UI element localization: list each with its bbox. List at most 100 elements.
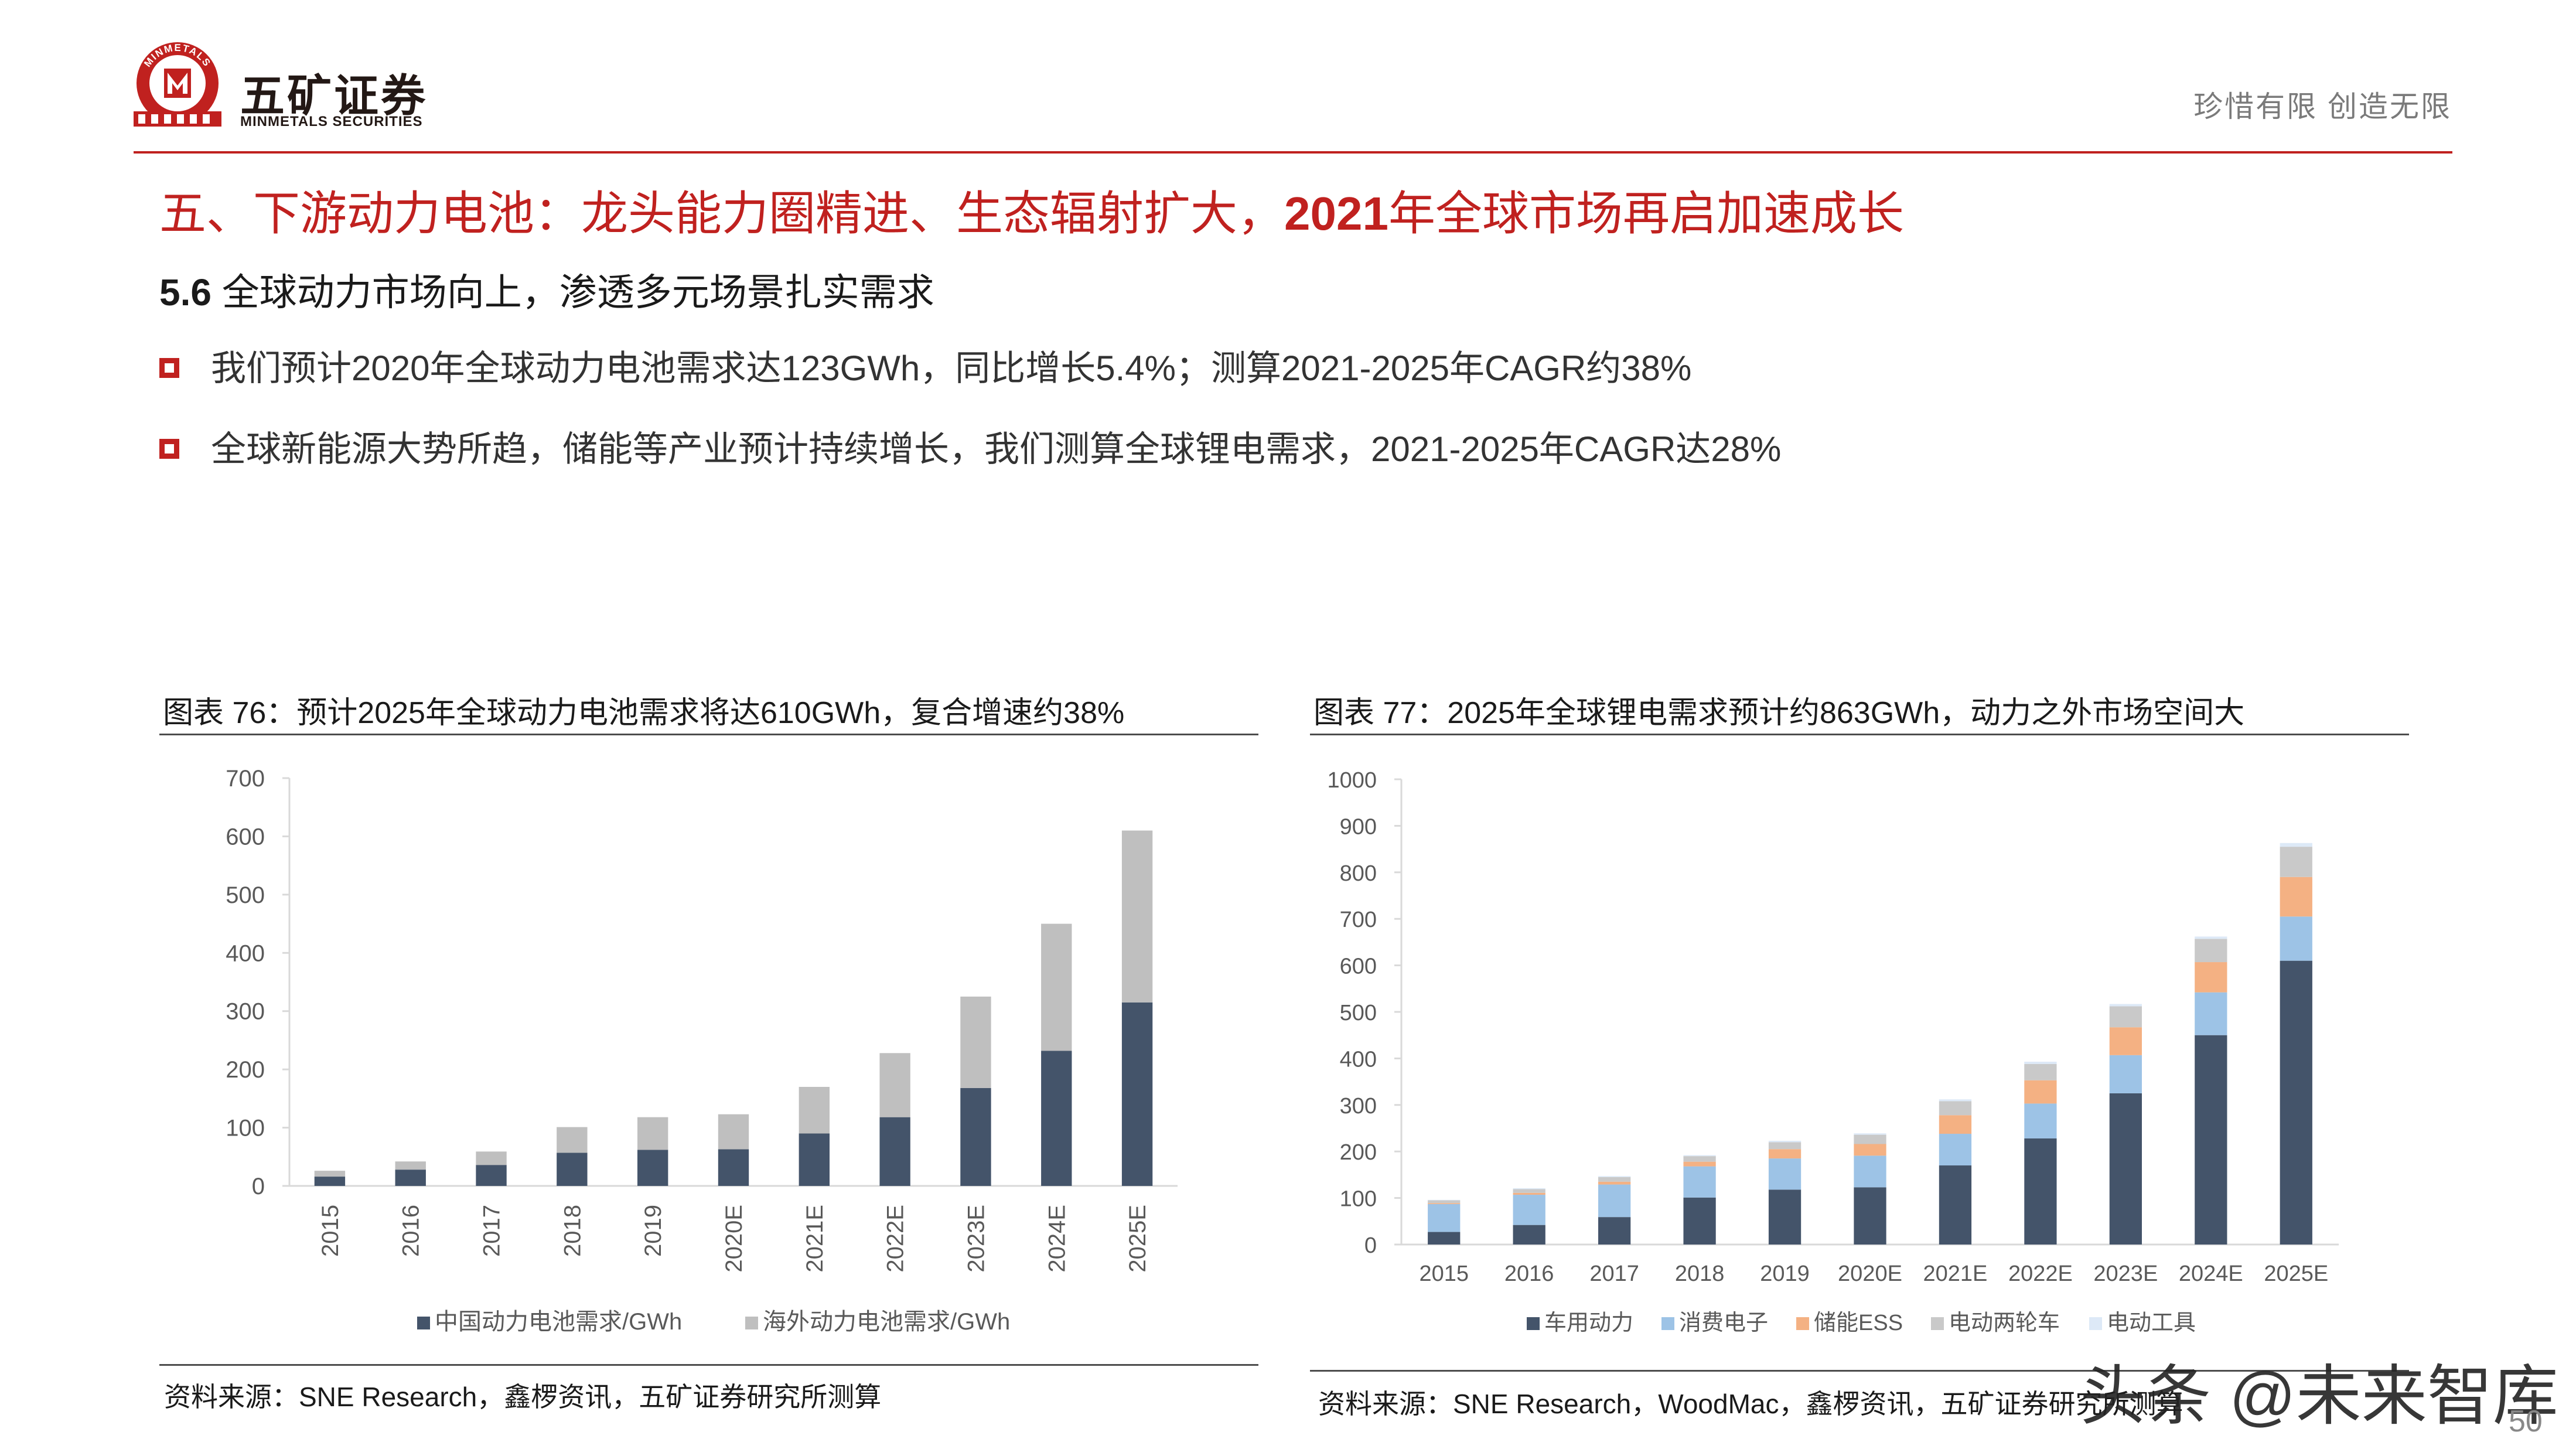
legend-swatch (1661, 1317, 1674, 1330)
x-tick-label: 2018 (559, 1205, 585, 1257)
y-tick-label: 800 (1340, 861, 1377, 886)
bar-2016-series-1 (1513, 1195, 1545, 1225)
section-title: 5.6 全球动力市场向上，渗透多元场景扎实需求 (159, 262, 934, 316)
page-number: 50 (2509, 1404, 2543, 1438)
bar-2015-series-3 (1428, 1200, 1461, 1203)
bar-2019-series-1 (1768, 1158, 1802, 1190)
bar-2017-series-3 (1598, 1177, 1631, 1182)
legend-label: 车用动力 (1544, 1311, 1633, 1335)
chart-76-title: 图表 76：预计2025年全球动力电池需求将达610GWh，复合增速约38% (163, 696, 1125, 730)
x-tick-label: 2015 (318, 1205, 343, 1257)
bullet-item: 全球新能源大势所趋，储能等产业预计持续增长，我们测算全球锂电需求，2021-20… (159, 421, 1781, 472)
bullet-square-icon (159, 439, 179, 459)
x-tick-label: 2021E (802, 1205, 828, 1273)
bar-2017-series-0 (1598, 1217, 1631, 1245)
bar-2021e-series-3 (1939, 1101, 1972, 1116)
legend-label: 电动两轮车 (1949, 1311, 2060, 1335)
bar-2016-series-2 (1513, 1192, 1545, 1195)
bullet-item: 我们预计2020年全球动力电池需求达123GWh，同比增长5.4%；测算2021… (159, 340, 1691, 391)
y-tick-label: 400 (1340, 1047, 1377, 1072)
y-tick-label: 200 (226, 1057, 265, 1083)
bar-2024e-series-0 (1041, 1051, 1072, 1186)
x-tick-label: 2022E (883, 1205, 909, 1273)
bar-2023e-series-0 (2109, 1093, 2142, 1245)
bar-2022e-series-0 (2024, 1138, 2057, 1245)
bar-2025e-series-3 (2280, 847, 2312, 877)
bar-2021e-series-1 (1939, 1134, 1972, 1166)
bar-2023e-series-1 (960, 996, 991, 1088)
chart-77: 0 100 200 300 400 500 600 700 800 900 1000 2015 2016… (1327, 768, 2339, 1335)
bar-2022e-series-0 (879, 1117, 910, 1186)
bar-2015-series-2 (1428, 1203, 1461, 1204)
bar-2018-series-0 (557, 1153, 588, 1186)
chart-76: 0 100 200 300 400 500 600 700 2015 2016 2017 2018 20… (226, 766, 1178, 1335)
bar-2019-series-3 (1768, 1142, 1802, 1150)
chart-76-bottom-rule (159, 1364, 1258, 1366)
bar-2016-series-0 (395, 1170, 426, 1186)
bar-2023e-series-2 (2109, 1027, 2142, 1055)
x-tick-label: 2015 (1419, 1262, 1469, 1286)
bar-2020e-series-0 (718, 1149, 749, 1186)
y-tick-label: 100 (226, 1116, 265, 1141)
y-tick-label: 100 (1340, 1187, 1377, 1212)
bar-2019-series-2 (1768, 1149, 1802, 1159)
y-tick-label: 500 (1340, 1001, 1377, 1025)
legend-label: 消费电子 (1679, 1311, 1768, 1335)
chart-76-top-rule (159, 734, 1258, 735)
brand-subtitle: MINMETALS SECURITIES (240, 114, 423, 129)
bar-2018-series-1 (557, 1127, 588, 1153)
bar-2024e-series-1 (1041, 923, 1072, 1051)
bar-2017-series-1 (476, 1151, 507, 1165)
bar-2015-series-1 (314, 1171, 346, 1177)
y-tick-label: 300 (1340, 1094, 1377, 1119)
chart-77-bottom-rule (1310, 1370, 2409, 1372)
bar-2016-series-3 (1513, 1189, 1545, 1193)
x-tick-label: 2022E (2008, 1262, 2073, 1286)
bar-2023e-series-4 (2109, 1004, 2142, 1007)
bar-2016-series-4 (1513, 1188, 1545, 1189)
bar-2018-series-4 (1683, 1155, 1716, 1157)
bar-2022e-series-4 (2024, 1061, 2057, 1064)
x-tick-label: 2024E (1044, 1205, 1070, 1273)
bar-2016-series-1 (395, 1161, 426, 1170)
bar-2015-series-4 (1428, 1199, 1461, 1201)
chart-77-source: 资料来源：SNE Research，WoodMac，鑫椤资讯，五矿证券研究所测算 (1318, 1389, 2183, 1419)
bar-2022e-series-1 (2024, 1103, 2057, 1138)
x-tick-label: 2019 (1760, 1262, 1810, 1286)
bar-2024e-series-2 (2195, 962, 2227, 993)
x-tick-label: 2025E (2264, 1262, 2328, 1286)
legend-swatch (1796, 1317, 1809, 1330)
bar-2017-series-1 (1598, 1184, 1631, 1218)
y-tick-label: 300 (226, 999, 265, 1025)
bar-2020e-series-1 (718, 1114, 749, 1150)
y-tick-label: 1000 (1327, 768, 1377, 793)
bar-2015-series-0 (1428, 1232, 1461, 1245)
bar-2025e-series-0 (1121, 1002, 1153, 1186)
section-number: 5.6 (159, 271, 211, 313)
x-tick-label: 2016 (1504, 1262, 1554, 1286)
y-tick-label: 500 (226, 882, 265, 908)
bar-2020e-series-2 (1854, 1144, 1886, 1156)
bar-2019-series-0 (637, 1150, 668, 1186)
x-tick-label: 2020E (721, 1205, 747, 1273)
bar-2020e-series-0 (1854, 1187, 1886, 1245)
x-tick-label: 2021E (1923, 1262, 1988, 1286)
bar-2019-series-1 (637, 1117, 668, 1150)
y-tick-label: 900 (1340, 814, 1377, 839)
bar-2017-series-0 (476, 1165, 507, 1186)
slogan: 珍惜有限 创造无限 (2193, 90, 2452, 123)
bar-2021e-series-1 (799, 1086, 830, 1134)
bar-2023e-series-0 (960, 1087, 991, 1186)
legend-swatch (745, 1317, 758, 1329)
x-tick-label: 2024E (2179, 1262, 2243, 1286)
bar-2024e-series-1 (2195, 992, 2227, 1035)
y-tick-label: 600 (1340, 954, 1377, 979)
x-tick-label: 2023E (963, 1205, 989, 1273)
x-tick-label: 2025E (1125, 1205, 1151, 1273)
bar-2019-series-4 (1768, 1140, 1802, 1143)
bar-2018-series-1 (1683, 1166, 1716, 1198)
legend-swatch (2089, 1317, 2102, 1330)
y-tick-label: 600 (226, 824, 265, 850)
bar-2018-series-3 (1683, 1156, 1716, 1162)
x-tick-label: 2017 (479, 1205, 505, 1257)
